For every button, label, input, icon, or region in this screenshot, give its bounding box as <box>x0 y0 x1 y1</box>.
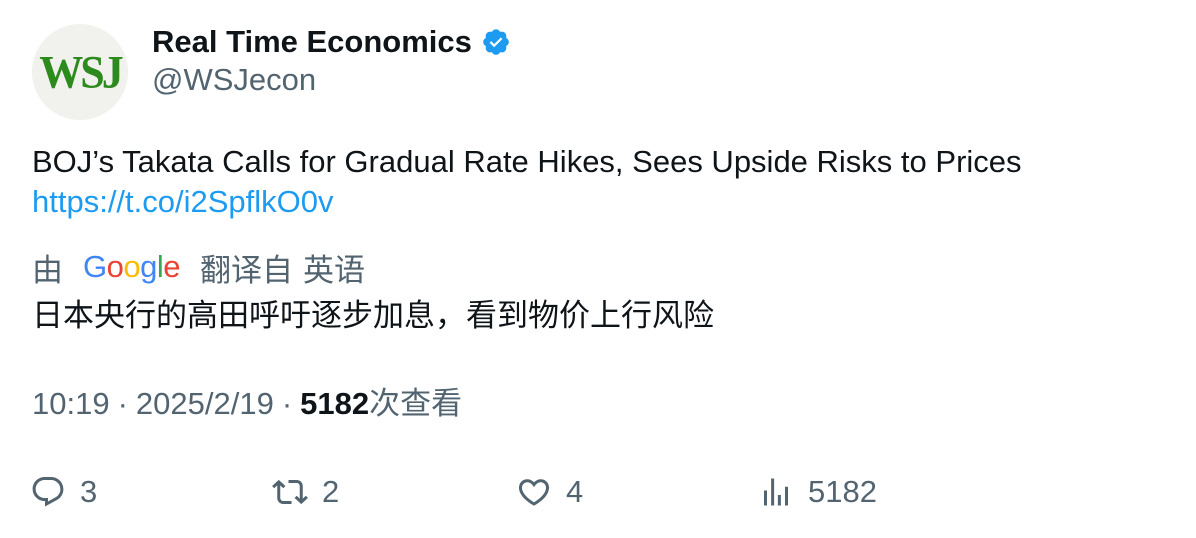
name-row: Real Time Economics <box>152 22 511 62</box>
tweet-text: BOJ’s Takata Calls for Gradual Rate Hike… <box>32 144 1022 179</box>
views-label: 次查看 <box>369 386 463 421</box>
tweet-body: BOJ’s Takata Calls for Gradual Rate Hike… <box>32 142 1022 222</box>
translated-from: 翻译自 英语 <box>200 245 365 290</box>
retweet-button[interactable]: 2 <box>272 470 339 514</box>
source-language: 英语 <box>303 252 366 288</box>
retweet-count: 2 <box>322 474 340 509</box>
view-count: 5182 <box>300 386 370 421</box>
analytics-icon <box>764 478 788 506</box>
avatar[interactable]: WSJ <box>32 24 128 120</box>
display-name[interactable]: Real Time Economics <box>152 24 472 59</box>
heart-icon <box>518 479 550 506</box>
wsj-logo: WSJ <box>39 46 124 98</box>
translation-attribution: 由 Google 翻译自 英语 <box>32 246 365 288</box>
google-logo[interactable]: Google <box>83 249 181 284</box>
translated-text: 日本央行的高田呼吁逐步加息，看到物价上行风险 <box>32 298 714 333</box>
action-bar: 3 2 4 5182 <box>30 470 1160 514</box>
translation-prefix: 由 <box>32 252 63 288</box>
meta-separator: · <box>117 386 128 421</box>
like-count: 4 <box>566 474 584 509</box>
verified-badge-icon[interactable] <box>481 27 511 57</box>
reply-button[interactable]: 3 <box>30 470 97 514</box>
tweet-time[interactable]: 10:19 <box>32 386 110 421</box>
retweet-icon <box>272 479 308 505</box>
tweet-date[interactable]: 2025/2/19 <box>135 386 274 421</box>
reply-count: 3 <box>80 474 98 509</box>
tweet-link[interactable]: https://t.co/i2SpflkO0v <box>32 184 334 219</box>
views-count: 5182 <box>808 474 877 509</box>
views-button[interactable]: 5182 <box>758 470 877 514</box>
like-button[interactable]: 4 <box>516 470 583 514</box>
translated-from-label: 翻译自 <box>200 252 294 288</box>
meta-separator: · <box>281 386 293 421</box>
handle[interactable]: @WSJecon <box>152 62 317 97</box>
tweet-meta: 10:19 · 2025/2/19 · 5182 次查看 <box>32 384 462 424</box>
reply-icon <box>32 477 64 507</box>
